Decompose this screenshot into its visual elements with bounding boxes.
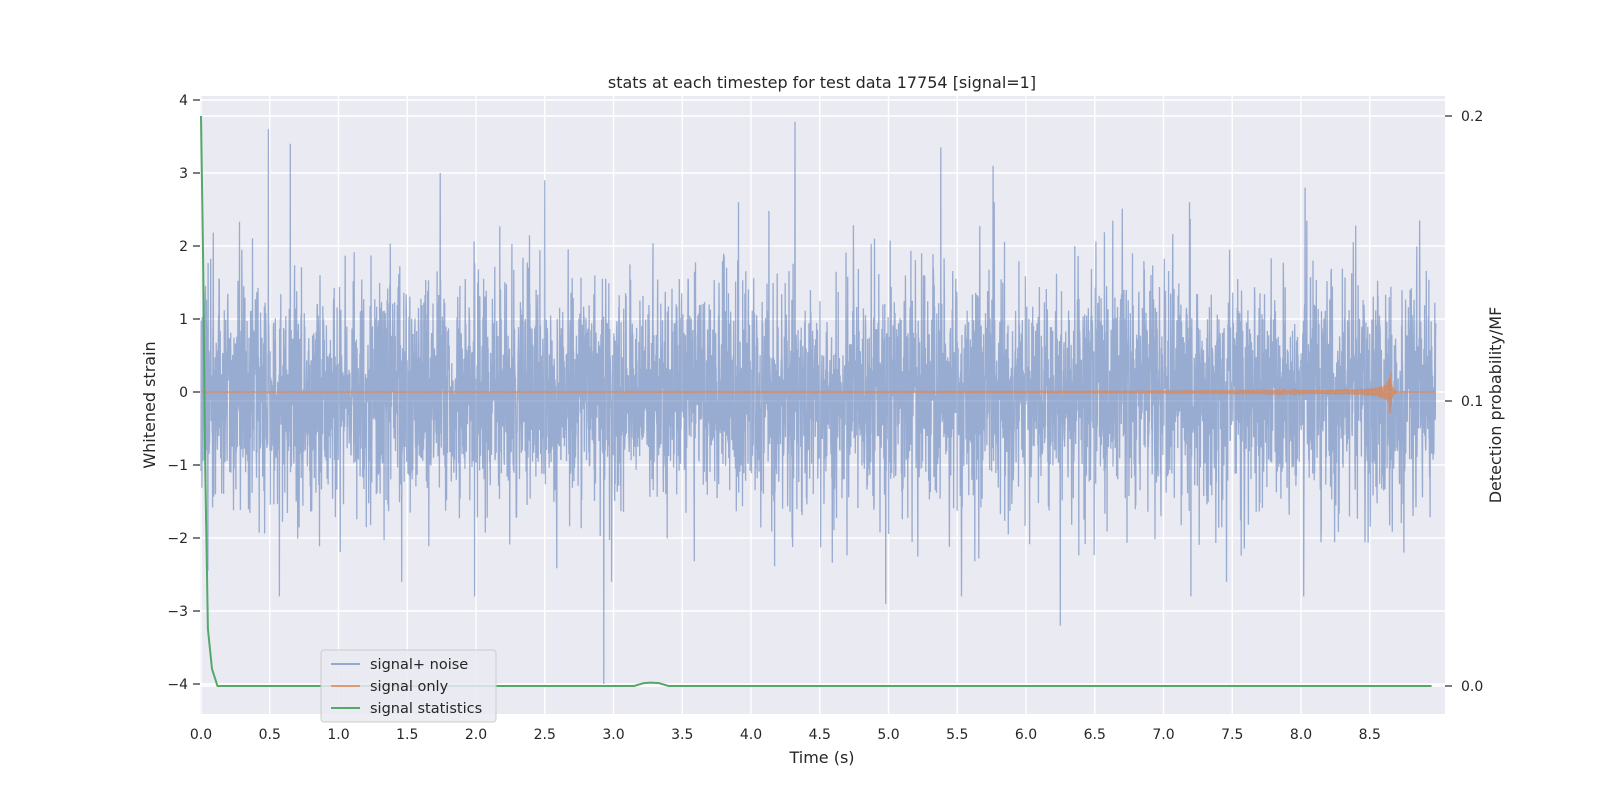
y-tick-label: −2 — [167, 531, 188, 547]
legend-label-noise: signal+ noise — [370, 657, 468, 673]
y-tick-label: 2 — [179, 239, 188, 255]
x-tick-label: 0.0 — [190, 727, 212, 743]
legend-box — [320, 649, 497, 723]
x-tick-label: 5.0 — [877, 727, 899, 743]
x-tick-label: 5.5 — [946, 727, 968, 743]
y-tick-label: −1 — [167, 458, 188, 474]
x-tick-label: 2.5 — [534, 727, 556, 743]
x-tick-label: 6.5 — [1084, 727, 1106, 743]
x-tick-label: 8.0 — [1290, 727, 1312, 743]
legend: signal+ noise signal only signal statist… — [320, 649, 497, 723]
signal-noise-series — [200, 121, 1437, 685]
x-tick-label: 1.5 — [396, 727, 418, 743]
x-axis-ticks: 0.0 0.5 1.0 1.5 2.0 2.5 3.0 3.5 4.0 4.5 5.0 5.5 6.0 6… — [190, 727, 1381, 743]
x-tick-label: 4.5 — [809, 727, 831, 743]
y2-axis-label: Detection probability/MF — [1486, 307, 1505, 504]
signal-only-line — [200, 372, 1436, 414]
x-tick-label: 4.0 — [740, 727, 762, 743]
y-tick-label: 3 — [179, 166, 188, 182]
legend-label-stats: signal statistics — [370, 701, 482, 717]
chart-title: stats at each timestep for test data 177… — [608, 73, 1036, 92]
x-tick-label: 8.5 — [1359, 727, 1381, 743]
y-tick-label: −3 — [167, 604, 188, 620]
y2-axis-ticks: 0.0 0.1 0.2 — [1445, 109, 1483, 695]
y-tick-label: 4 — [179, 93, 188, 109]
y-axis-label: Whitened strain — [140, 341, 159, 468]
x-tick-label: 3.5 — [671, 727, 693, 743]
y-tick-label: 1 — [179, 312, 188, 328]
signal-only-series — [200, 372, 1436, 414]
y2-tick-label: 0.2 — [1461, 109, 1483, 125]
y-tick-label: −4 — [167, 677, 188, 693]
y-axis-ticks: −4 −3 −2 −1 0 1 2 3 4 — [167, 93, 200, 693]
y-tick-label: 0 — [179, 385, 188, 401]
y2-tick-label: 0.1 — [1461, 394, 1483, 410]
x-tick-label: 0.5 — [259, 727, 281, 743]
x-tick-label: 2.0 — [465, 727, 487, 743]
y2-tick-label: 0.0 — [1461, 679, 1483, 695]
signal-noise-line — [200, 121, 1437, 685]
legend-label-signal: signal only — [370, 679, 449, 695]
x-tick-label: 6.0 — [1015, 727, 1037, 743]
x-tick-label: 7.0 — [1152, 727, 1174, 743]
x-tick-label: 3.0 — [602, 727, 624, 743]
x-axis-label: Time (s) — [788, 748, 854, 767]
x-tick-label: 1.0 — [327, 727, 349, 743]
x-tick-label: 7.5 — [1221, 727, 1243, 743]
